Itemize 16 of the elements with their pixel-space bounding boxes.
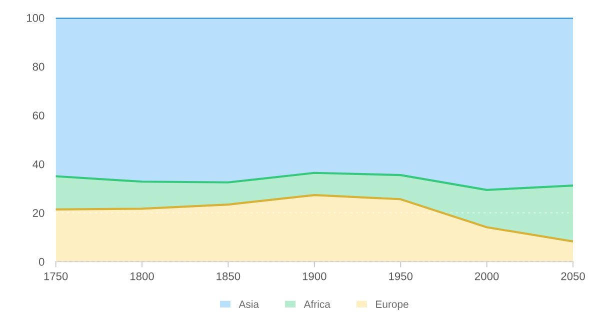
x-tick-label: 1800 xyxy=(130,272,154,280)
y-tick-label: 60 xyxy=(32,112,44,120)
y-tick-label: 0 xyxy=(38,258,44,266)
x-tick-label: 2000 xyxy=(475,272,499,280)
legend-label: Europe xyxy=(376,300,408,310)
y-tick-label: 100 xyxy=(27,14,44,22)
y-tick-label: 20 xyxy=(32,209,44,217)
x-tick-label: 1950 xyxy=(389,272,413,280)
y-tick-label: 40 xyxy=(32,160,44,168)
x-tick-label: 1900 xyxy=(302,272,326,280)
y-tick-label: 80 xyxy=(32,62,44,71)
legend-label: Asia xyxy=(238,300,260,308)
x-tick-label: 1750 xyxy=(44,272,68,280)
x-tick-label: 1850 xyxy=(216,272,240,280)
legend-label: Africa xyxy=(304,300,330,308)
x-tick-label: 2050 xyxy=(561,272,585,280)
